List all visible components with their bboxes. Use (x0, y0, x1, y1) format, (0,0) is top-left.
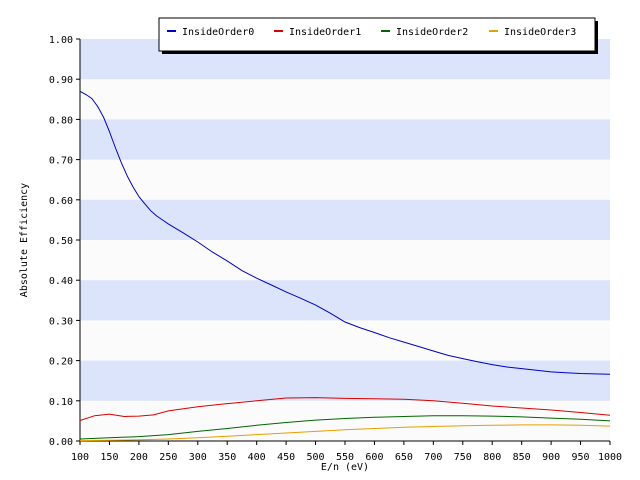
plot-bands (80, 39, 610, 441)
x-tick-label: 850 (513, 452, 531, 463)
x-tick-label: 800 (483, 452, 501, 463)
x-tick-label: 750 (454, 452, 472, 463)
plot-band (80, 360, 610, 401)
legend-label: InsideOrder0 (182, 27, 254, 38)
y-tick-label: 0.10 (49, 397, 73, 408)
y-tick-label: 0.90 (49, 75, 73, 86)
legend-label: InsideOrder2 (396, 27, 468, 38)
x-tick-label: 100 (71, 452, 89, 463)
legend: InsideOrder0 InsideOrder1 InsideOrder2 Insi… (158, 17, 598, 54)
x-tick-label: 150 (100, 452, 118, 463)
series-line-InsideOrder3 (79, 424, 611, 442)
x-tick-label: 700 (424, 452, 442, 463)
x-tick-label: 900 (542, 452, 560, 463)
y-tick-label: 0.50 (49, 236, 73, 247)
y-tick-label: 1.00 (49, 35, 73, 46)
x-tick-label: 600 (365, 452, 383, 463)
x-tick-label: 500 (307, 452, 325, 463)
legend-box (158, 17, 596, 52)
y-tick-label: 0.30 (49, 316, 73, 327)
x-tick-label: 450 (277, 452, 295, 463)
plot-band (80, 119, 610, 160)
y-tick-label: 0.70 (49, 156, 73, 167)
x-tick-label: 350 (218, 452, 236, 463)
x-tick-label: 650 (395, 452, 413, 463)
x-tick-label: 300 (189, 452, 207, 463)
plot-band (80, 280, 610, 321)
x-tick-label: 250 (159, 452, 177, 463)
legend-label: InsideOrder3 (504, 27, 576, 38)
series-line-InsideOrder0 (79, 90, 611, 375)
series-lines (79, 90, 611, 442)
x-tick-label: 400 (248, 452, 266, 463)
plot-band (80, 199, 610, 240)
y-axis-label: Absolute Efficiency (19, 183, 30, 297)
axes: 0.00 0.10 0.20 0.30 0.40 0.50 0.60 0.70 0.80 0.90… (49, 35, 622, 463)
series-line-InsideOrder1 (79, 397, 611, 421)
y-tick-label: 0.20 (49, 357, 73, 368)
y-tick-label: 0.60 (49, 196, 73, 207)
x-axis-label: E/n (eV) (321, 462, 369, 473)
x-tick-label: 550 (336, 452, 354, 463)
y-tick-label: 0.00 (49, 437, 73, 448)
x-tick-label: 200 (130, 452, 148, 463)
x-tick-label: 1000 (598, 452, 622, 463)
series-line-InsideOrder2 (79, 415, 611, 440)
y-tick-label: 0.80 (49, 115, 73, 126)
legend-label: InsideOrder1 (289, 27, 361, 38)
y-tick-label: 0.40 (49, 276, 73, 287)
x-tick-label: 950 (572, 452, 590, 463)
